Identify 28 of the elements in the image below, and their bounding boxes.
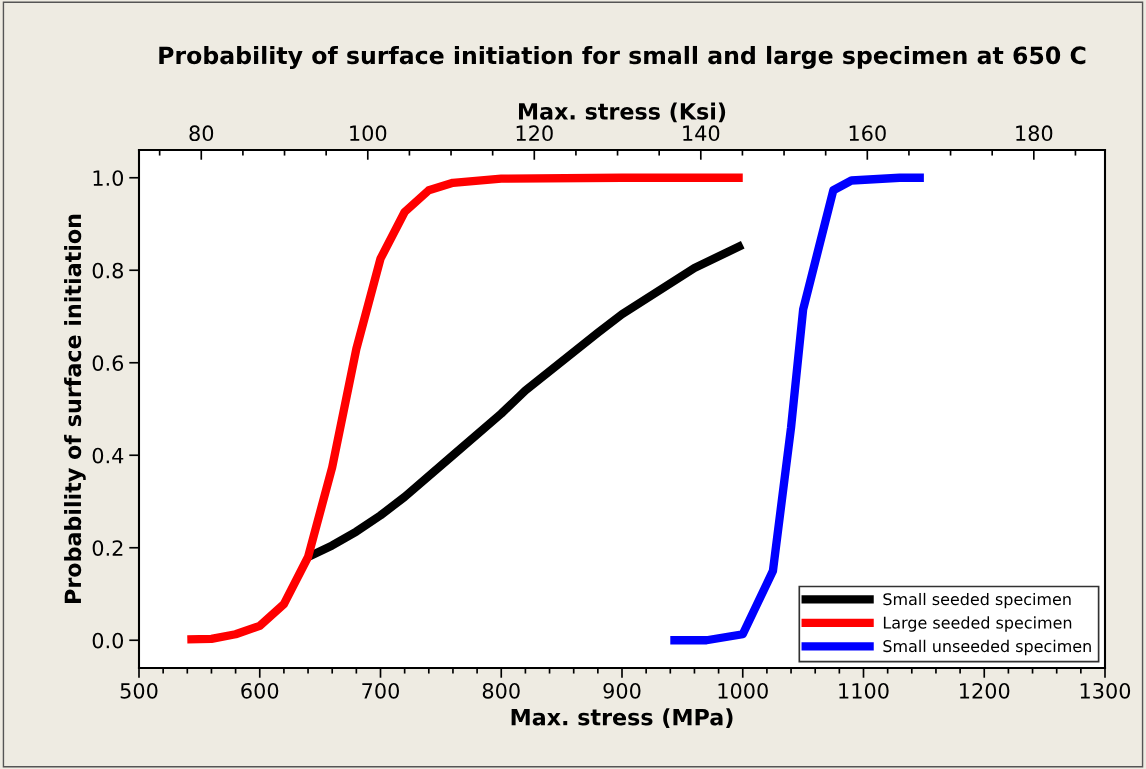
y-tick-label: 0.6 bbox=[92, 355, 124, 371]
x-tick-label: 1100 bbox=[839, 682, 889, 699]
legend-label: Large seeded specimen bbox=[883, 616, 1072, 632]
x-tick-label: 1000 bbox=[718, 682, 768, 699]
y-tick-label: 1.0 bbox=[93, 170, 124, 186]
x-tick-label: 800 bbox=[482, 682, 520, 699]
x-tick-label: 900 bbox=[603, 682, 641, 699]
x2-axis-title: Max. stress (Ksi) bbox=[519, 102, 726, 123]
x2-tick-label: 160 bbox=[849, 125, 886, 142]
x2-tick-label: 180 bbox=[1016, 125, 1053, 142]
y-tick-label: 0.2 bbox=[92, 540, 123, 556]
legend-label: Small seeded specimen bbox=[883, 592, 1071, 609]
x-tick-label: 500 bbox=[120, 682, 158, 699]
x-tick-label: 700 bbox=[362, 682, 399, 699]
x2-tick-label: 120 bbox=[516, 125, 553, 142]
legend-label: Small unseeded specimen bbox=[883, 639, 1091, 656]
x-axis-title: Max. stress (MPa) bbox=[511, 708, 733, 729]
chart-title: Probability of surface initiation for small and large specimen at 650 C bbox=[159, 45, 1086, 69]
y-tick-label: 0.0 bbox=[92, 632, 124, 649]
x2-tick-label: 140 bbox=[683, 125, 720, 142]
y-tick-label: 0.4 bbox=[92, 447, 124, 464]
x-tick-label: 600 bbox=[241, 682, 279, 699]
y-axis-title: Probability of surface initiation bbox=[64, 214, 86, 603]
x-tick-label: 1300 bbox=[1080, 682, 1131, 699]
x2-tick-label: 80 bbox=[189, 125, 214, 142]
x-tick-label: 1200 bbox=[960, 682, 1010, 699]
y-tick-label: 0.8 bbox=[92, 262, 123, 279]
x2-tick-label: 100 bbox=[350, 125, 387, 142]
